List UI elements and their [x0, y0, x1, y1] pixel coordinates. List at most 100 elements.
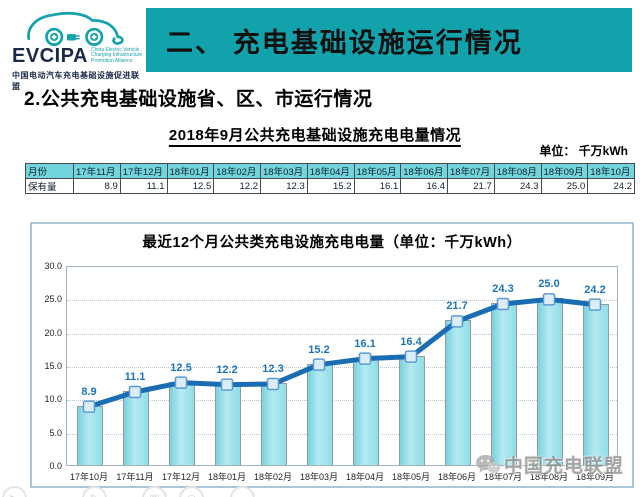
table-value-cell: 16.1 — [353, 178, 402, 194]
bar — [261, 383, 287, 465]
y-tick-label: 10.0 — [44, 394, 62, 405]
data-label: 21.7 — [446, 300, 468, 313]
bar — [353, 357, 379, 465]
gridline — [67, 400, 617, 402]
gridline — [67, 300, 617, 302]
x-tick-label: 18年09月 — [575, 472, 615, 482]
line-marker — [82, 400, 96, 413]
edit-icon[interactable]: ✎ — [82, 486, 107, 497]
x-tick-label: 18年08月 — [529, 472, 569, 482]
line-marker — [542, 293, 556, 306]
y-tick-label: 25.0 — [44, 294, 62, 305]
line-marker — [588, 298, 602, 311]
table-header-cell: 18年01月 — [166, 163, 215, 179]
data-label: 24.2 — [584, 283, 606, 296]
data-label: 12.3 — [262, 363, 284, 375]
gridline — [67, 433, 617, 435]
line-marker — [312, 358, 326, 371]
gridline — [67, 333, 617, 335]
line-marker — [266, 377, 280, 391]
y-tick-label: 5.0 — [49, 427, 62, 438]
table-header-cell: 18年03月 — [260, 163, 308, 179]
chart-title: 最近12个月公共类充电设施充电电量（单位：千万kWh） — [142, 235, 522, 251]
x-tick-label: 17年11月 — [116, 472, 154, 482]
y-tick-label: 20.0 — [44, 327, 62, 338]
chart-plot-area — [66, 266, 618, 466]
watermark-text: 中国充电联盟 — [503, 456, 624, 477]
data-label: 8.9 — [81, 385, 97, 398]
line-marker — [128, 385, 142, 399]
y-tick-label: 30.0 — [44, 261, 62, 271]
gridline — [67, 367, 617, 368]
unit-label: 单位： 千万kWh — [539, 144, 628, 158]
table-header-cell: 18年10月 — [587, 163, 635, 179]
x-tick-label: 18年02月 — [253, 472, 293, 482]
chart-line-series — [82, 293, 602, 413]
comment-icon[interactable]: ⋯ — [230, 486, 255, 497]
table-value-cell: 12.2 — [213, 178, 261, 194]
wechat-icon — [476, 454, 501, 475]
table-title: 2018年9月公共充电基础设施充电电量情况 — [168, 124, 462, 147]
table-header-cell: 18年07月 — [447, 163, 495, 179]
x-tick-label: 18年07月 — [483, 472, 523, 482]
x-tick-label: 17年12月 — [161, 472, 201, 482]
zoom-icon[interactable]: ◎ — [179, 486, 204, 497]
subsection-heading: 2.公共充电基础设施省、区、市运行情况 — [24, 89, 373, 110]
table-header-cell: 18年08月 — [493, 163, 542, 179]
table-header-cell: 17年12月 — [119, 163, 168, 179]
table-header-cell: 18年04月 — [306, 163, 355, 179]
x-tick-label: 18年06月 — [437, 472, 477, 482]
table-row-header-volume: 保有量 — [25, 178, 74, 194]
charging-volume-chart: 最近12个月公共类充电设施充电电量（单位：千万kWh） 0.0 5.0 10.0 15… — [30, 222, 634, 488]
image-icon[interactable]: ▣ — [142, 486, 167, 497]
logo-name-cn: 中国电动汽车充电基础设施促进联盟 — [12, 71, 140, 91]
monthly-charging-volume-table: 月份 17年11月 17年12月 18年01月 18年02月 18年03月 18年04月 18… — [25, 163, 635, 194]
table-value-cell: 8.9 — [73, 178, 121, 194]
x-tick-label: 18年04月 — [345, 472, 385, 482]
table-value-cell: 12.3 — [260, 178, 308, 194]
data-label: 12.5 — [170, 361, 192, 374]
data-label: 25.0 — [538, 278, 560, 291]
play-icon[interactable]: ▶ — [2, 486, 27, 497]
data-label: 12.2 — [216, 363, 238, 376]
section-banner: 二、 充电基础设施运行情况 — [146, 8, 632, 72]
logo-acronym: EVCIPA — [12, 45, 88, 67]
data-label: 16.4 — [400, 335, 422, 348]
section-banner-title: 二、 充电基础设施运行情况 — [166, 27, 523, 58]
line-marker — [404, 350, 418, 363]
bar — [399, 355, 425, 465]
ev-car-icon — [27, 11, 124, 46]
table-value-cell: 11.1 — [119, 178, 168, 194]
table-header-month: 月份 — [25, 163, 74, 179]
table-value-cell: 15.2 — [306, 178, 355, 194]
evcipa-logo: EVCIPA China Electric Vehicle Charging I… — [10, 4, 144, 91]
x-tick-label: 17年10月 — [69, 472, 109, 482]
x-tick-label: 18年01月 — [207, 472, 247, 482]
viewer-toolbar: ▶ ✎ ▣ ◎ ⋯ — [2, 484, 302, 497]
y-tick-label: 0.0 — [49, 461, 62, 471]
line-marker — [496, 297, 510, 311]
line-marker — [174, 376, 188, 389]
bar — [583, 303, 609, 465]
table-header-cell: 18年05月 — [353, 163, 402, 179]
bar — [215, 383, 241, 465]
logo-tagline-en: China Electric Vehicle Charging Infrastr… — [90, 46, 143, 64]
y-tick-label: 15.0 — [44, 361, 62, 371]
watermark: 中国充电联盟 — [475, 451, 624, 478]
table-header-cell: 18年02月 — [213, 163, 261, 179]
line-marker — [220, 378, 234, 391]
bar — [445, 320, 471, 465]
bar — [537, 298, 563, 465]
table-value-cell: 16.4 — [400, 178, 448, 194]
x-tick-label: 18年05月 — [391, 472, 431, 482]
table-value-cell: 21.7 — [447, 178, 495, 194]
data-label: 16.1 — [354, 337, 376, 350]
data-label: 15.2 — [308, 343, 330, 356]
line-marker — [358, 352, 372, 365]
data-label: 24.3 — [492, 283, 514, 295]
table-header-cell: 18年06月 — [400, 163, 448, 179]
table-value-cell: 25.0 — [540, 178, 589, 194]
table-value-cell: 12.5 — [166, 178, 215, 194]
line-marker — [450, 315, 464, 328]
